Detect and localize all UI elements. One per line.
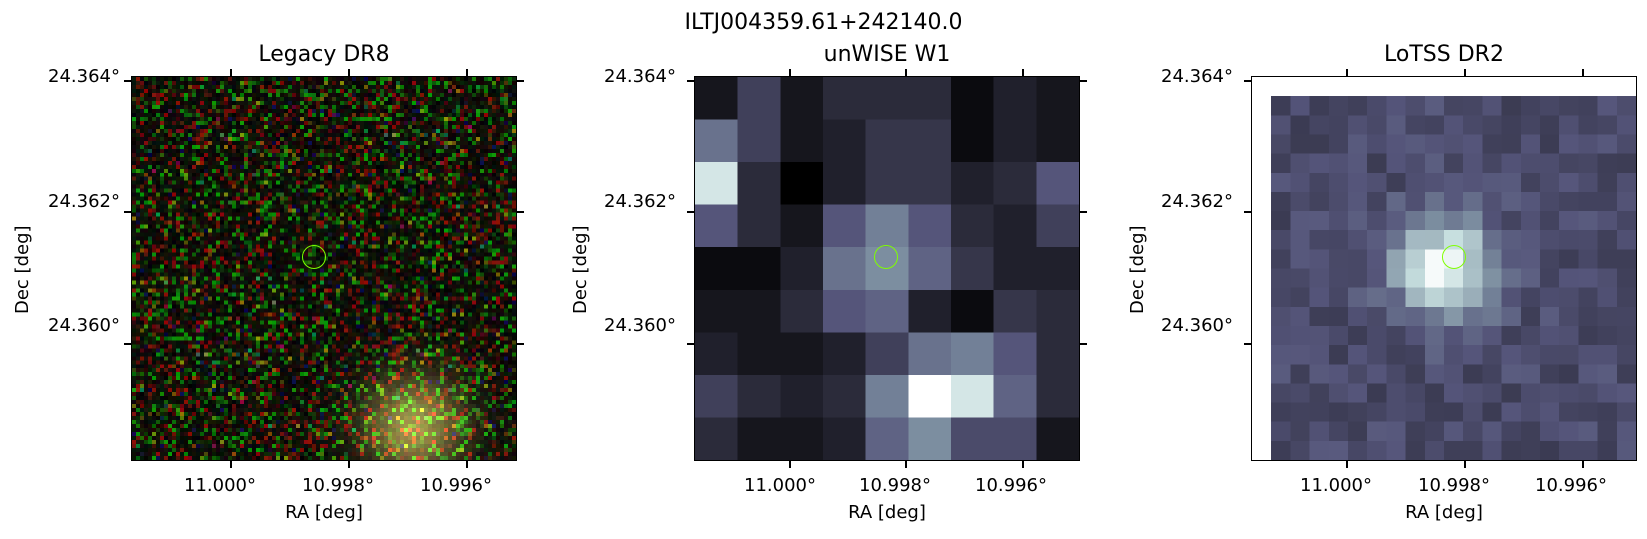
- y-tick-label: 24.364°: [604, 66, 676, 87]
- tick: [687, 343, 694, 345]
- source-marker: [1442, 245, 1466, 269]
- x-tick-label: 10.996°: [420, 475, 492, 496]
- tick: [687, 211, 694, 213]
- unwise-image: [694, 76, 1080, 461]
- tick: [124, 80, 131, 82]
- y-tick-label: 24.360°: [48, 315, 120, 336]
- y-axis-label: Dec [deg]: [570, 225, 591, 314]
- tick: [789, 69, 791, 76]
- panel-lotss-dr2: LoTSS DR2 24.364° 24.362° 24.360° 11.000…: [1113, 0, 1643, 539]
- tick: [230, 69, 232, 76]
- source-marker: [874, 245, 898, 269]
- tick: [905, 461, 907, 468]
- lotss-image-canvas: [1252, 77, 1636, 460]
- panel-legacy-dr8: Legacy DR8 24.364° 24.362° 24.360° 11.00…: [0, 0, 530, 539]
- x-tick-label: 11.000°: [744, 475, 816, 496]
- tick: [905, 69, 907, 76]
- tick: [466, 461, 468, 468]
- lotss-image: [1251, 76, 1637, 461]
- tick: [1022, 69, 1024, 76]
- source-marker: [302, 245, 326, 269]
- tick: [1244, 343, 1251, 345]
- panel-unwise-w1: unWISE W1 24.364° 24.362° 24.360° 11.000…: [556, 0, 1087, 539]
- tick: [517, 211, 524, 213]
- y-tick-label: 24.360°: [604, 315, 676, 336]
- tick: [1080, 80, 1087, 82]
- x-axis-label: RA [deg]: [285, 502, 363, 523]
- x-tick-label: 10.996°: [975, 475, 1047, 496]
- tick: [124, 343, 131, 345]
- tick: [1022, 461, 1024, 468]
- x-tick-label: 11.000°: [1300, 475, 1372, 496]
- tick: [517, 343, 524, 345]
- y-tick-label: 24.362°: [604, 191, 676, 212]
- x-axis-label: RA [deg]: [848, 502, 926, 523]
- figure-title: ILTJ004359.61+242140.0: [684, 10, 963, 35]
- tick: [1080, 211, 1087, 213]
- x-axis-label: RA [deg]: [1405, 502, 1483, 523]
- legacy-image-canvas: [132, 77, 516, 460]
- y-axis-label: Dec [deg]: [1127, 225, 1148, 314]
- x-tick-label: 10.998°: [302, 475, 374, 496]
- tick: [1582, 69, 1584, 76]
- x-tick-label: 10.998°: [1418, 475, 1490, 496]
- panel-title: unWISE W1: [823, 42, 951, 67]
- y-tick-label: 24.362°: [48, 191, 120, 212]
- y-axis-label: Dec [deg]: [12, 225, 33, 314]
- y-tick-label: 24.364°: [48, 66, 120, 87]
- tick: [466, 69, 468, 76]
- panel-title: LoTSS DR2: [1384, 42, 1504, 67]
- panel-title: Legacy DR8: [258, 42, 390, 67]
- tick: [1244, 80, 1251, 82]
- y-tick-label: 24.360°: [1161, 315, 1233, 336]
- x-tick-label: 10.996°: [1535, 475, 1607, 496]
- tick: [230, 461, 232, 468]
- tick: [1464, 461, 1466, 468]
- tick: [1080, 343, 1087, 345]
- tick: [1582, 461, 1584, 468]
- x-tick-label: 10.998°: [859, 475, 931, 496]
- tick: [348, 69, 350, 76]
- tick: [1244, 211, 1251, 213]
- tick: [124, 211, 131, 213]
- tick: [1346, 461, 1348, 468]
- tick: [1464, 69, 1466, 76]
- tick: [687, 80, 694, 82]
- legacy-image: [131, 76, 517, 461]
- y-tick-label: 24.364°: [1161, 66, 1233, 87]
- tick: [517, 80, 524, 82]
- tick: [348, 461, 350, 468]
- y-tick-label: 24.362°: [1161, 191, 1233, 212]
- x-tick-label: 11.000°: [184, 475, 256, 496]
- tick: [1346, 69, 1348, 76]
- tick: [789, 461, 791, 468]
